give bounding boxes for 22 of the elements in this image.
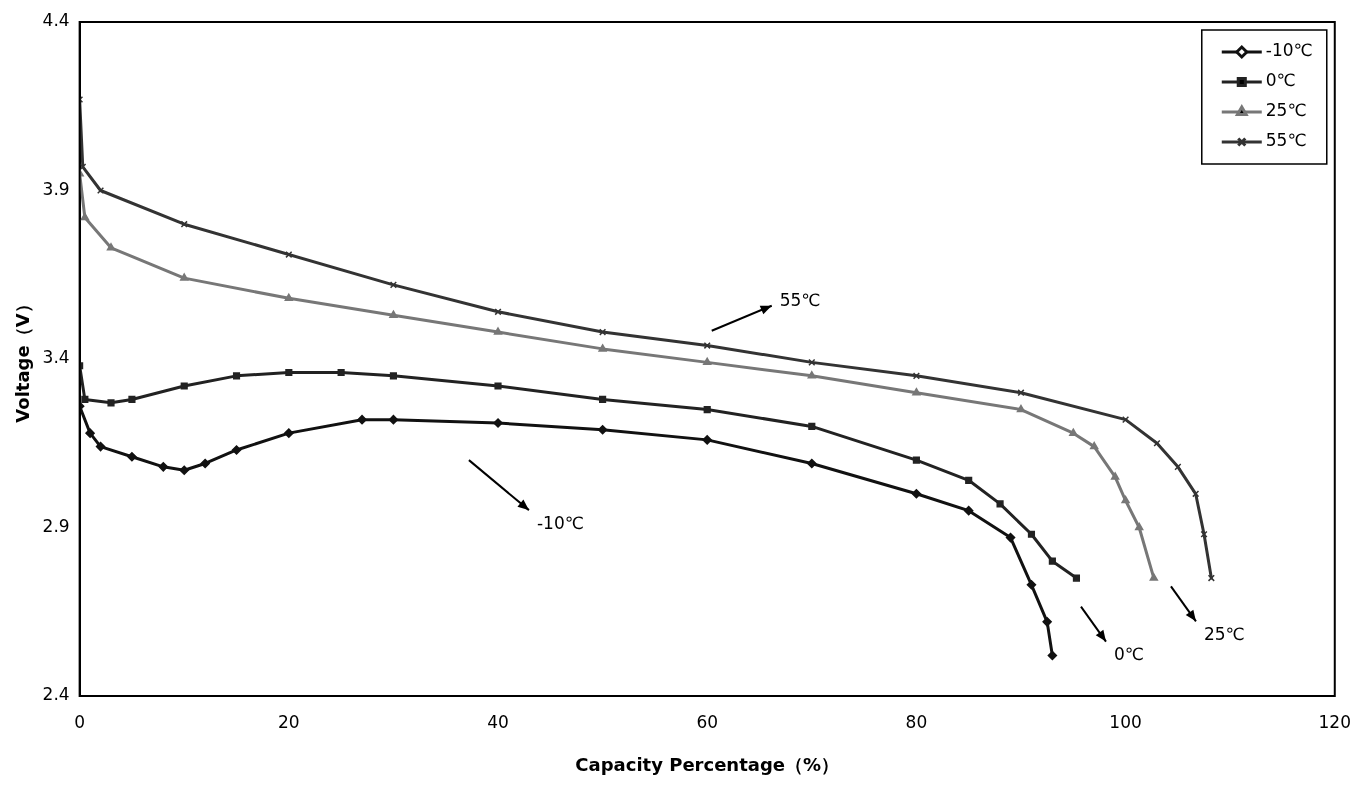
annotation: 25℃	[1203, 623, 1245, 644]
annotation: 0℃	[1113, 643, 1144, 664]
x-tick-label: 80	[905, 711, 928, 732]
legend-label: 0℃	[1265, 70, 1296, 91]
x-tick-label: 0	[74, 711, 86, 732]
x-tick-label: 20	[278, 711, 300, 732]
y-tick-label: 2.4	[42, 684, 70, 705]
y-axis-title: Voltage（V）	[12, 295, 34, 423]
annotation: 55℃	[779, 290, 821, 311]
y-tick-label: 3.4	[42, 347, 70, 368]
x-tick-label: 100	[1109, 711, 1142, 732]
x-tick-label: 40	[487, 711, 509, 732]
y-tick-label: 2.9	[42, 515, 70, 536]
legend-label: -10℃	[1265, 40, 1313, 61]
annotation: -10℃	[536, 512, 584, 533]
x-tick-label: 120	[1318, 711, 1351, 732]
y-tick-label: 4.4	[42, 10, 70, 31]
x-tick-label: 60	[696, 711, 719, 732]
x-axis-title: Capacity Percentage（%）	[575, 753, 840, 775]
legend-label: 55℃	[1265, 130, 1307, 151]
legend-label: 25℃	[1265, 100, 1307, 121]
y-tick-label: 3.9	[42, 178, 70, 199]
